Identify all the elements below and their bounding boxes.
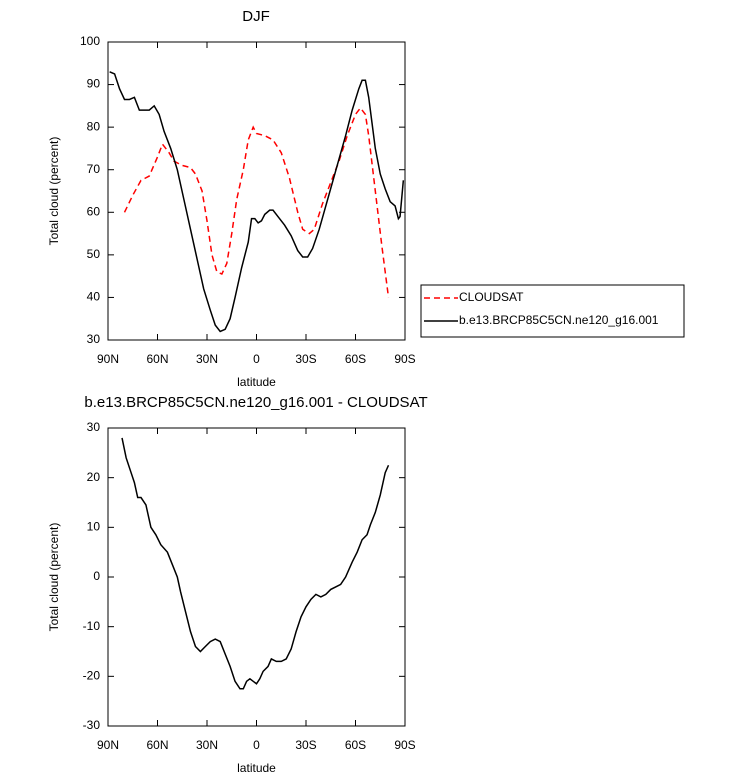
y-tick-label: -30 <box>83 718 101 732</box>
x-tick-label: 90S <box>394 738 415 752</box>
x-tick-label: 30N <box>196 352 218 366</box>
x-tick-label: 0 <box>253 352 260 366</box>
y-axis-label: Total cloud (percent) <box>47 137 61 246</box>
legend-box <box>420 284 685 338</box>
plot-frame <box>107 41 406 341</box>
x-tick-label: 30S <box>295 738 316 752</box>
series-line <box>109 71 405 333</box>
x-tick-label: 60S <box>345 352 366 366</box>
x-tick-label: 90N <box>97 352 119 366</box>
y-tick-label: 100 <box>80 34 100 48</box>
x-axis-label: latitude <box>237 761 276 775</box>
x-tick-label: 90N <box>97 738 119 752</box>
y-tick-label: 40 <box>87 290 101 304</box>
x-tick-label: 30S <box>295 352 316 366</box>
series-line <box>121 437 390 690</box>
y-tick-label: -10 <box>83 619 101 633</box>
x-tick-label: 0 <box>253 738 260 752</box>
y-tick-label: 10 <box>87 520 101 534</box>
y-tick-label: 0 <box>93 569 100 583</box>
chart-title: b.e13.BRCP85C5CN.ne120_g16.001 - CLOUDSA… <box>84 394 427 411</box>
chart-title: DJF <box>242 8 270 25</box>
x-tick-label: 60N <box>146 352 168 366</box>
x-tick-label: 60N <box>146 738 168 752</box>
y-tick-label: 50 <box>87 247 101 261</box>
y-tick-label: 30 <box>87 420 101 434</box>
plot-frame <box>107 427 406 727</box>
y-tick-label: 20 <box>87 470 101 484</box>
legend-label: b.e13.BRCP85C5CN.ne120_g16.001 <box>459 313 659 327</box>
y-tick-label: 80 <box>87 119 101 133</box>
x-tick-label: 60S <box>345 738 366 752</box>
y-tick-label: 70 <box>87 162 101 176</box>
y-tick-label: 60 <box>87 204 101 218</box>
y-tick-label: -20 <box>83 669 101 683</box>
x-tick-label: 30N <box>196 738 218 752</box>
y-tick-label: 30 <box>87 332 101 346</box>
series-line <box>123 106 390 298</box>
legend-label: CLOUDSAT <box>459 290 524 304</box>
x-tick-label: 90S <box>394 352 415 366</box>
y-axis-label: Total cloud (percent) <box>47 523 61 632</box>
x-axis-label: latitude <box>237 375 276 389</box>
y-tick-label: 90 <box>87 77 101 91</box>
